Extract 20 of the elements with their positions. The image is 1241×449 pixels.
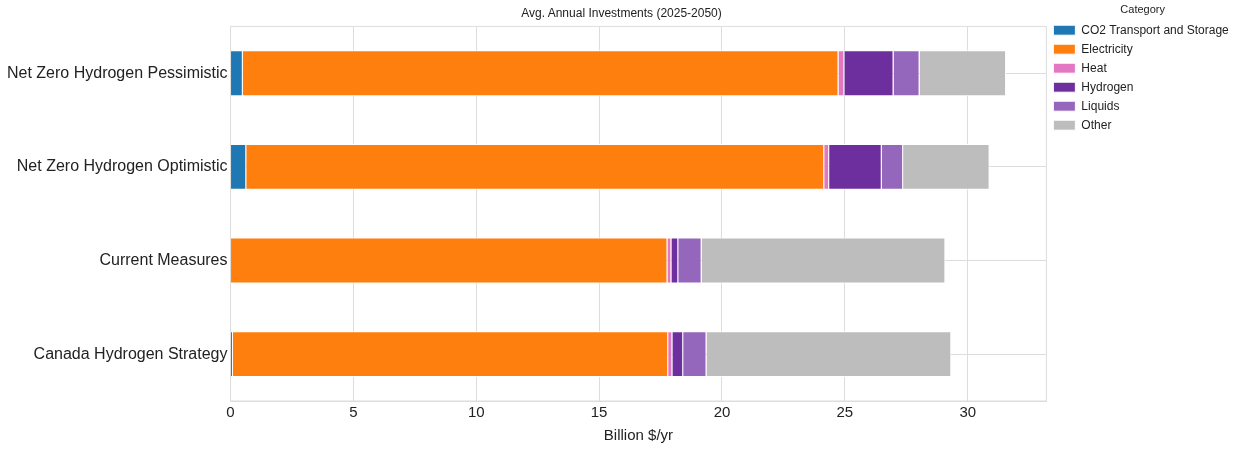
legend-label: CO2 Transport and Storage xyxy=(1081,22,1230,37)
legend-label: Heat xyxy=(1081,60,1108,75)
legend-label: Liquids xyxy=(1081,98,1120,113)
x-tick-label: 5 xyxy=(349,403,358,421)
legend-title: Category xyxy=(1120,2,1166,15)
x-tick-label: 0 xyxy=(226,403,235,421)
y-tick-label: Net Zero Hydrogen Pessimistic xyxy=(7,63,228,81)
x-tick-label: 20 xyxy=(713,403,731,421)
chart-title: Avg. Annual Investments (2025-2050) xyxy=(521,5,722,20)
x-tick-label: 10 xyxy=(467,403,485,421)
y-tick-label: Current Measures xyxy=(99,250,228,268)
legend-label: Electricity xyxy=(1081,41,1133,56)
y-tick-label: Canada Hydrogen Strategy xyxy=(33,344,228,362)
legend-label: Hydrogen xyxy=(1081,79,1134,94)
y-tick-label: Net Zero Hydrogen Optimistic xyxy=(16,157,228,175)
x-tick-label: 25 xyxy=(836,403,854,421)
legend-label: Other xyxy=(1081,117,1112,132)
x-axis-title: Billion $/yr xyxy=(603,426,674,444)
x-tick-label: 15 xyxy=(590,403,608,421)
x-tick-label: 30 xyxy=(959,403,977,421)
